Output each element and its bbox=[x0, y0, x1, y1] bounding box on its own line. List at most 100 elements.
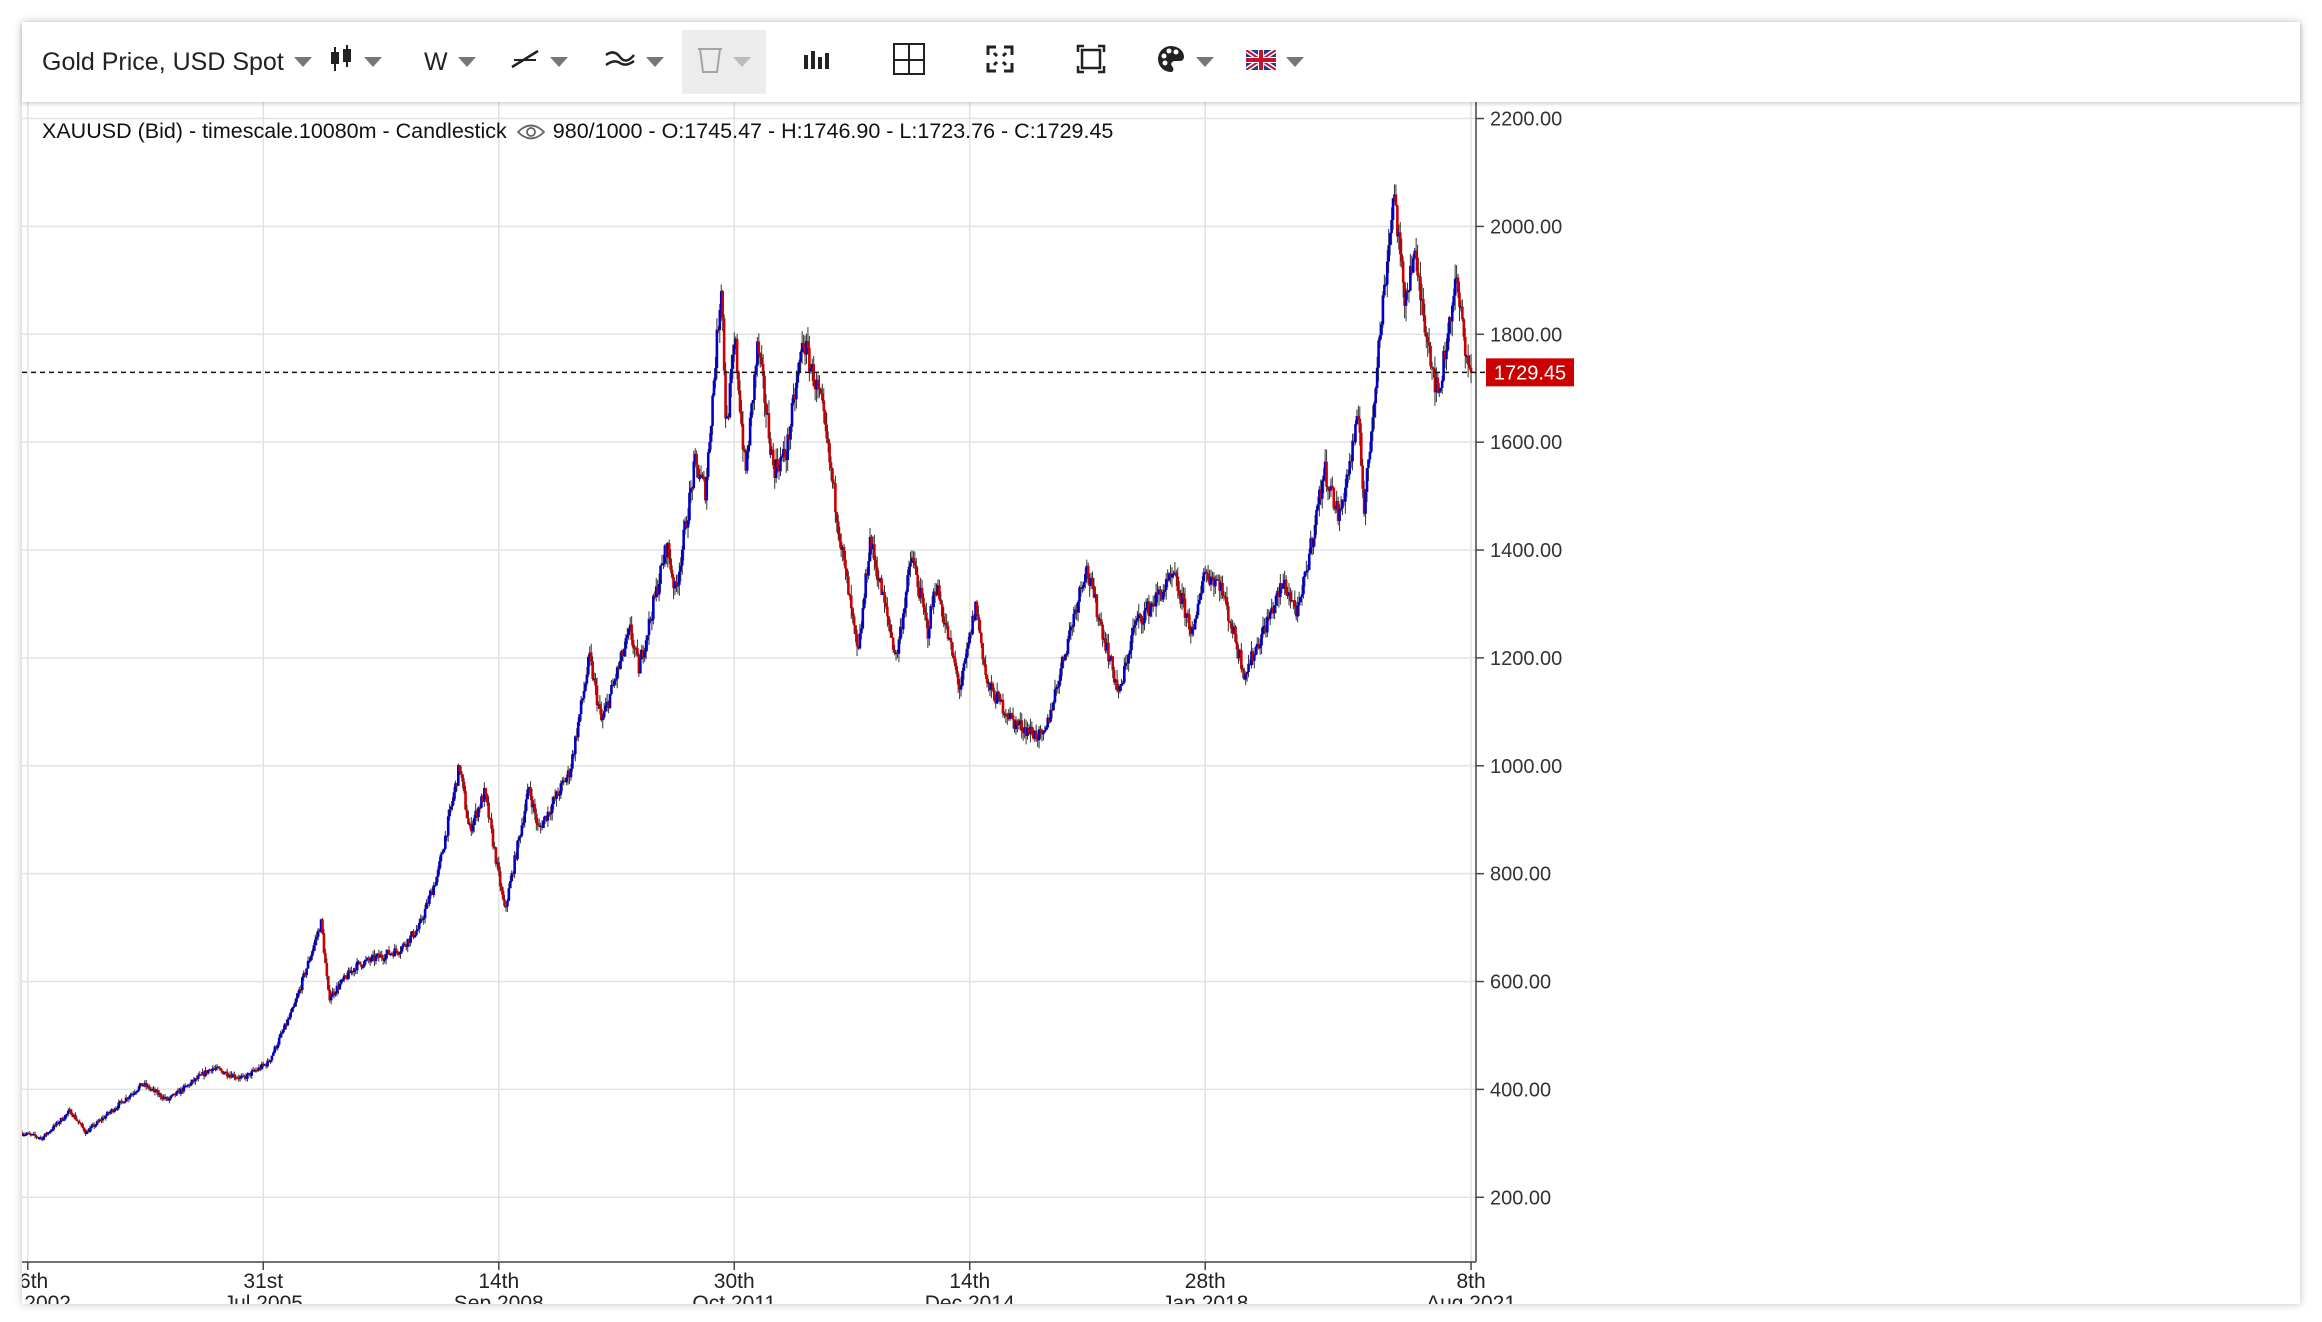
candle-body bbox=[101, 1117, 105, 1121]
candle-body bbox=[235, 1077, 239, 1080]
candle-body bbox=[881, 592, 885, 595]
candle-body bbox=[667, 543, 671, 559]
candle-body bbox=[754, 365, 758, 375]
candle-body bbox=[669, 558, 672, 570]
indicators-selector[interactable] bbox=[604, 30, 664, 94]
candle-body bbox=[786, 434, 789, 461]
candle-body bbox=[558, 794, 561, 797]
candle-body bbox=[1021, 731, 1025, 734]
candle-body bbox=[740, 411, 743, 424]
candle-body bbox=[293, 1002, 297, 1007]
candle-body bbox=[556, 791, 560, 795]
crosshair-toggle-button[interactable] bbox=[892, 30, 926, 94]
candle-body bbox=[563, 780, 567, 783]
y-tick-label: 400.00 bbox=[1490, 1079, 1551, 1101]
candle-body bbox=[484, 788, 488, 795]
candle-body bbox=[403, 943, 407, 946]
candle-body bbox=[133, 1092, 136, 1095]
candle-body bbox=[1115, 679, 1119, 691]
candle-body bbox=[496, 862, 499, 864]
candle-body bbox=[1300, 594, 1304, 597]
candle-body bbox=[1286, 593, 1289, 596]
candle-body bbox=[425, 902, 428, 909]
candle-body bbox=[1443, 350, 1447, 360]
candle-body bbox=[984, 664, 987, 676]
candle-body bbox=[771, 449, 775, 466]
theme-selector[interactable] bbox=[1156, 30, 1214, 94]
candle-body bbox=[289, 1012, 293, 1018]
candle-body bbox=[1010, 712, 1013, 716]
candle-body bbox=[342, 975, 346, 980]
candle-body bbox=[857, 646, 860, 649]
chart-type-selector[interactable] bbox=[328, 30, 382, 94]
candle-body bbox=[285, 1023, 288, 1026]
candle-body bbox=[457, 765, 460, 786]
candle-body bbox=[730, 368, 733, 384]
candle-body bbox=[104, 1115, 108, 1119]
candle-body bbox=[1102, 638, 1106, 640]
candle-body bbox=[575, 736, 579, 738]
candle-body bbox=[987, 682, 990, 684]
candle-body bbox=[605, 701, 609, 706]
trendline-icon bbox=[510, 47, 540, 78]
price-chart[interactable]: 200.00 400.00 600.00 800.00 1000.00 1200.00 14… bbox=[22, 22, 2300, 1304]
candle-body bbox=[1283, 579, 1286, 584]
candle-body bbox=[555, 791, 558, 799]
candle-body bbox=[260, 1063, 264, 1070]
candle-body bbox=[721, 290, 724, 319]
candle-body bbox=[1346, 474, 1350, 476]
candle-body bbox=[1186, 613, 1190, 615]
candle-body bbox=[383, 959, 386, 961]
candle-body bbox=[65, 1113, 69, 1116]
candle-body bbox=[1212, 577, 1216, 587]
candle-body bbox=[277, 1037, 281, 1045]
chevron-down-icon bbox=[733, 57, 751, 67]
candle-body bbox=[1297, 602, 1301, 606]
candle-body bbox=[331, 991, 334, 997]
candle-body bbox=[672, 577, 675, 589]
volume-toggle-button[interactable] bbox=[802, 30, 830, 94]
candle-body bbox=[107, 1112, 110, 1114]
candle-body bbox=[400, 946, 404, 952]
instrument-selector[interactable]: Gold Price, USD Spot bbox=[42, 30, 312, 94]
candle-body bbox=[497, 862, 501, 872]
candle-body bbox=[942, 616, 946, 624]
candle-body bbox=[727, 415, 730, 418]
candle-body bbox=[854, 625, 857, 635]
drawing-tools-selector[interactable] bbox=[510, 30, 568, 94]
candle-body bbox=[699, 474, 703, 478]
candle-body bbox=[1072, 613, 1076, 627]
eye-icon[interactable] bbox=[516, 123, 545, 141]
candle-body bbox=[1357, 416, 1360, 419]
period-selector[interactable]: W bbox=[424, 30, 476, 94]
candle-body bbox=[298, 989, 301, 994]
candle-body bbox=[1397, 232, 1401, 237]
candle-body bbox=[416, 928, 420, 931]
candle-body bbox=[185, 1085, 188, 1088]
candle-body bbox=[1024, 727, 1028, 736]
x-tick-label-month-year: Sep 2008 bbox=[454, 1292, 544, 1304]
candle-body bbox=[972, 615, 976, 621]
language-selector[interactable] bbox=[1244, 30, 1304, 94]
snapshot-button[interactable] bbox=[1076, 30, 1106, 94]
candle-body bbox=[683, 521, 687, 530]
fullscreen-button[interactable] bbox=[986, 30, 1014, 94]
candle-body bbox=[932, 591, 935, 608]
candle-body bbox=[1097, 617, 1100, 620]
candle-body bbox=[624, 637, 628, 649]
candle-body bbox=[1045, 727, 1048, 730]
candle-body bbox=[1188, 614, 1191, 630]
candle-body bbox=[617, 667, 620, 669]
candle-body bbox=[108, 1111, 112, 1114]
chevron-down-icon bbox=[1286, 57, 1304, 67]
candle-body bbox=[462, 781, 466, 792]
candle-body bbox=[77, 1120, 80, 1123]
delete-drawings-button[interactable] bbox=[682, 30, 766, 94]
candle-body bbox=[887, 616, 891, 625]
candle-body bbox=[475, 810, 479, 818]
candle-body bbox=[134, 1091, 138, 1094]
candle-body bbox=[978, 619, 982, 633]
candle-body bbox=[571, 754, 574, 769]
candle-body bbox=[1264, 625, 1268, 633]
candle-body bbox=[1424, 332, 1428, 338]
